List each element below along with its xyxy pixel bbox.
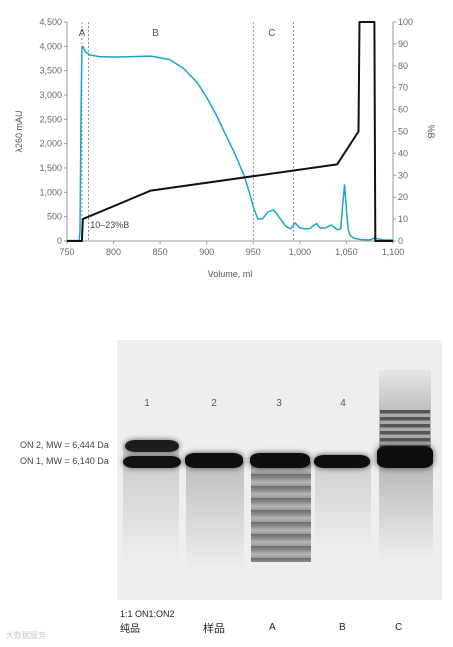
lane-3-smear (251, 462, 311, 562)
lane-2-smear (186, 460, 244, 570)
lane-5-smear (379, 462, 433, 562)
y2-tick-label: 60 (398, 105, 408, 115)
y-tick-label: 0 (57, 236, 62, 246)
on2-band-label: ON 2, MW = 6,444 Da (20, 440, 109, 450)
y-tick-label: 4,500 (39, 17, 62, 27)
chart-axes: 750 800 850 900 950 1,000 1,050 1,10005001,0001… (39, 17, 413, 257)
lane-5-band (377, 446, 433, 468)
region-label-C: C (268, 28, 275, 39)
lane-number-1: 1 (144, 398, 150, 409)
lane-4-smear (315, 462, 371, 552)
chromatogram-chart: 750 800 850 900 950 1,000 1,050 1,10005001,0001… (14, 17, 436, 279)
lane-1-bottom-label: 1:1 ON1:ON2 纯品 (120, 606, 175, 638)
y2-tick-label: 10 (398, 214, 408, 224)
chart-labels: Volume, ml λ260 mAU %B A B C 10–23%B (14, 28, 436, 279)
y2-tick-label: 50 (398, 127, 408, 137)
lane-1-band-on2 (125, 440, 179, 452)
series-layer (67, 21, 393, 242)
y-tick-label: 2,000 (39, 139, 62, 149)
x-tick-label: 950 (246, 247, 261, 257)
y2-tick-label: 30 (398, 170, 408, 180)
lane-3-bottom-label: A (269, 622, 276, 633)
y-tick-label: 4,000 (39, 41, 62, 51)
x-tick-label: 750 (59, 247, 74, 257)
y2-axis-title: %B (426, 124, 436, 138)
watermark: 大数据服务 (6, 631, 46, 640)
region-label-A: A (79, 28, 86, 39)
lane-3-band (250, 453, 310, 468)
y-tick-label: 1,000 (39, 187, 62, 197)
on1-band-label: ON 1, MW = 6,140 Da (20, 456, 109, 466)
y-tick-label: 3,500 (39, 66, 62, 76)
y-tick-label: 500 (47, 212, 62, 222)
y2-tick-label: 20 (398, 192, 408, 202)
x-tick-label: 1,050 (335, 247, 358, 257)
region-label-B: B (152, 28, 159, 39)
y2-tick-label: 40 (398, 148, 408, 158)
lane-2-bottom-label: 样品 (203, 623, 225, 635)
x-tick-label: 800 (106, 247, 121, 257)
x-tick-label: 1,100 (382, 247, 405, 257)
lane-number-2: 2 (211, 398, 217, 409)
lane-4-bottom-label: B (339, 622, 346, 633)
y2-tick-label: 80 (398, 61, 408, 71)
lane-5-ladder (380, 410, 430, 448)
gradient-annotation: 10–23%B (90, 220, 129, 230)
y-tick-label: 3,000 (39, 90, 62, 100)
y-tick-label: 2,500 (39, 114, 62, 124)
y2-tick-label: 100 (398, 17, 413, 27)
y-tick-label: 1,500 (39, 163, 62, 173)
y2-tick-label: 90 (398, 39, 408, 49)
y-axis-title: λ260 mAU (14, 110, 24, 152)
lane-number-3: 3 (276, 398, 282, 409)
x-tick-label: 900 (199, 247, 214, 257)
region-boundary-lines (81, 22, 294, 241)
lane-1-band-on1 (123, 456, 181, 468)
x-tick-label: 850 (153, 247, 168, 257)
lane-4-band (314, 455, 370, 468)
x-axis-title: Volume, ml (208, 269, 253, 279)
x-tick-label: 1,000 (289, 247, 312, 257)
lane-2-band (185, 453, 243, 468)
lane-number-4: 4 (340, 398, 346, 409)
y2-tick-label: 70 (398, 83, 408, 93)
lane-1-bottom-label-line1: 1:1 ON1:ON2 (120, 609, 175, 619)
lane-1-bottom-label-line2: 纯品 (120, 624, 140, 635)
gel-image: 1 2 3 4 5 (117, 340, 442, 600)
percent-b-gradient-line (67, 21, 393, 242)
absorbance-line (67, 45, 393, 242)
lane-5-bottom-label: C (395, 622, 403, 633)
y2-tick-label: 0 (398, 236, 403, 246)
